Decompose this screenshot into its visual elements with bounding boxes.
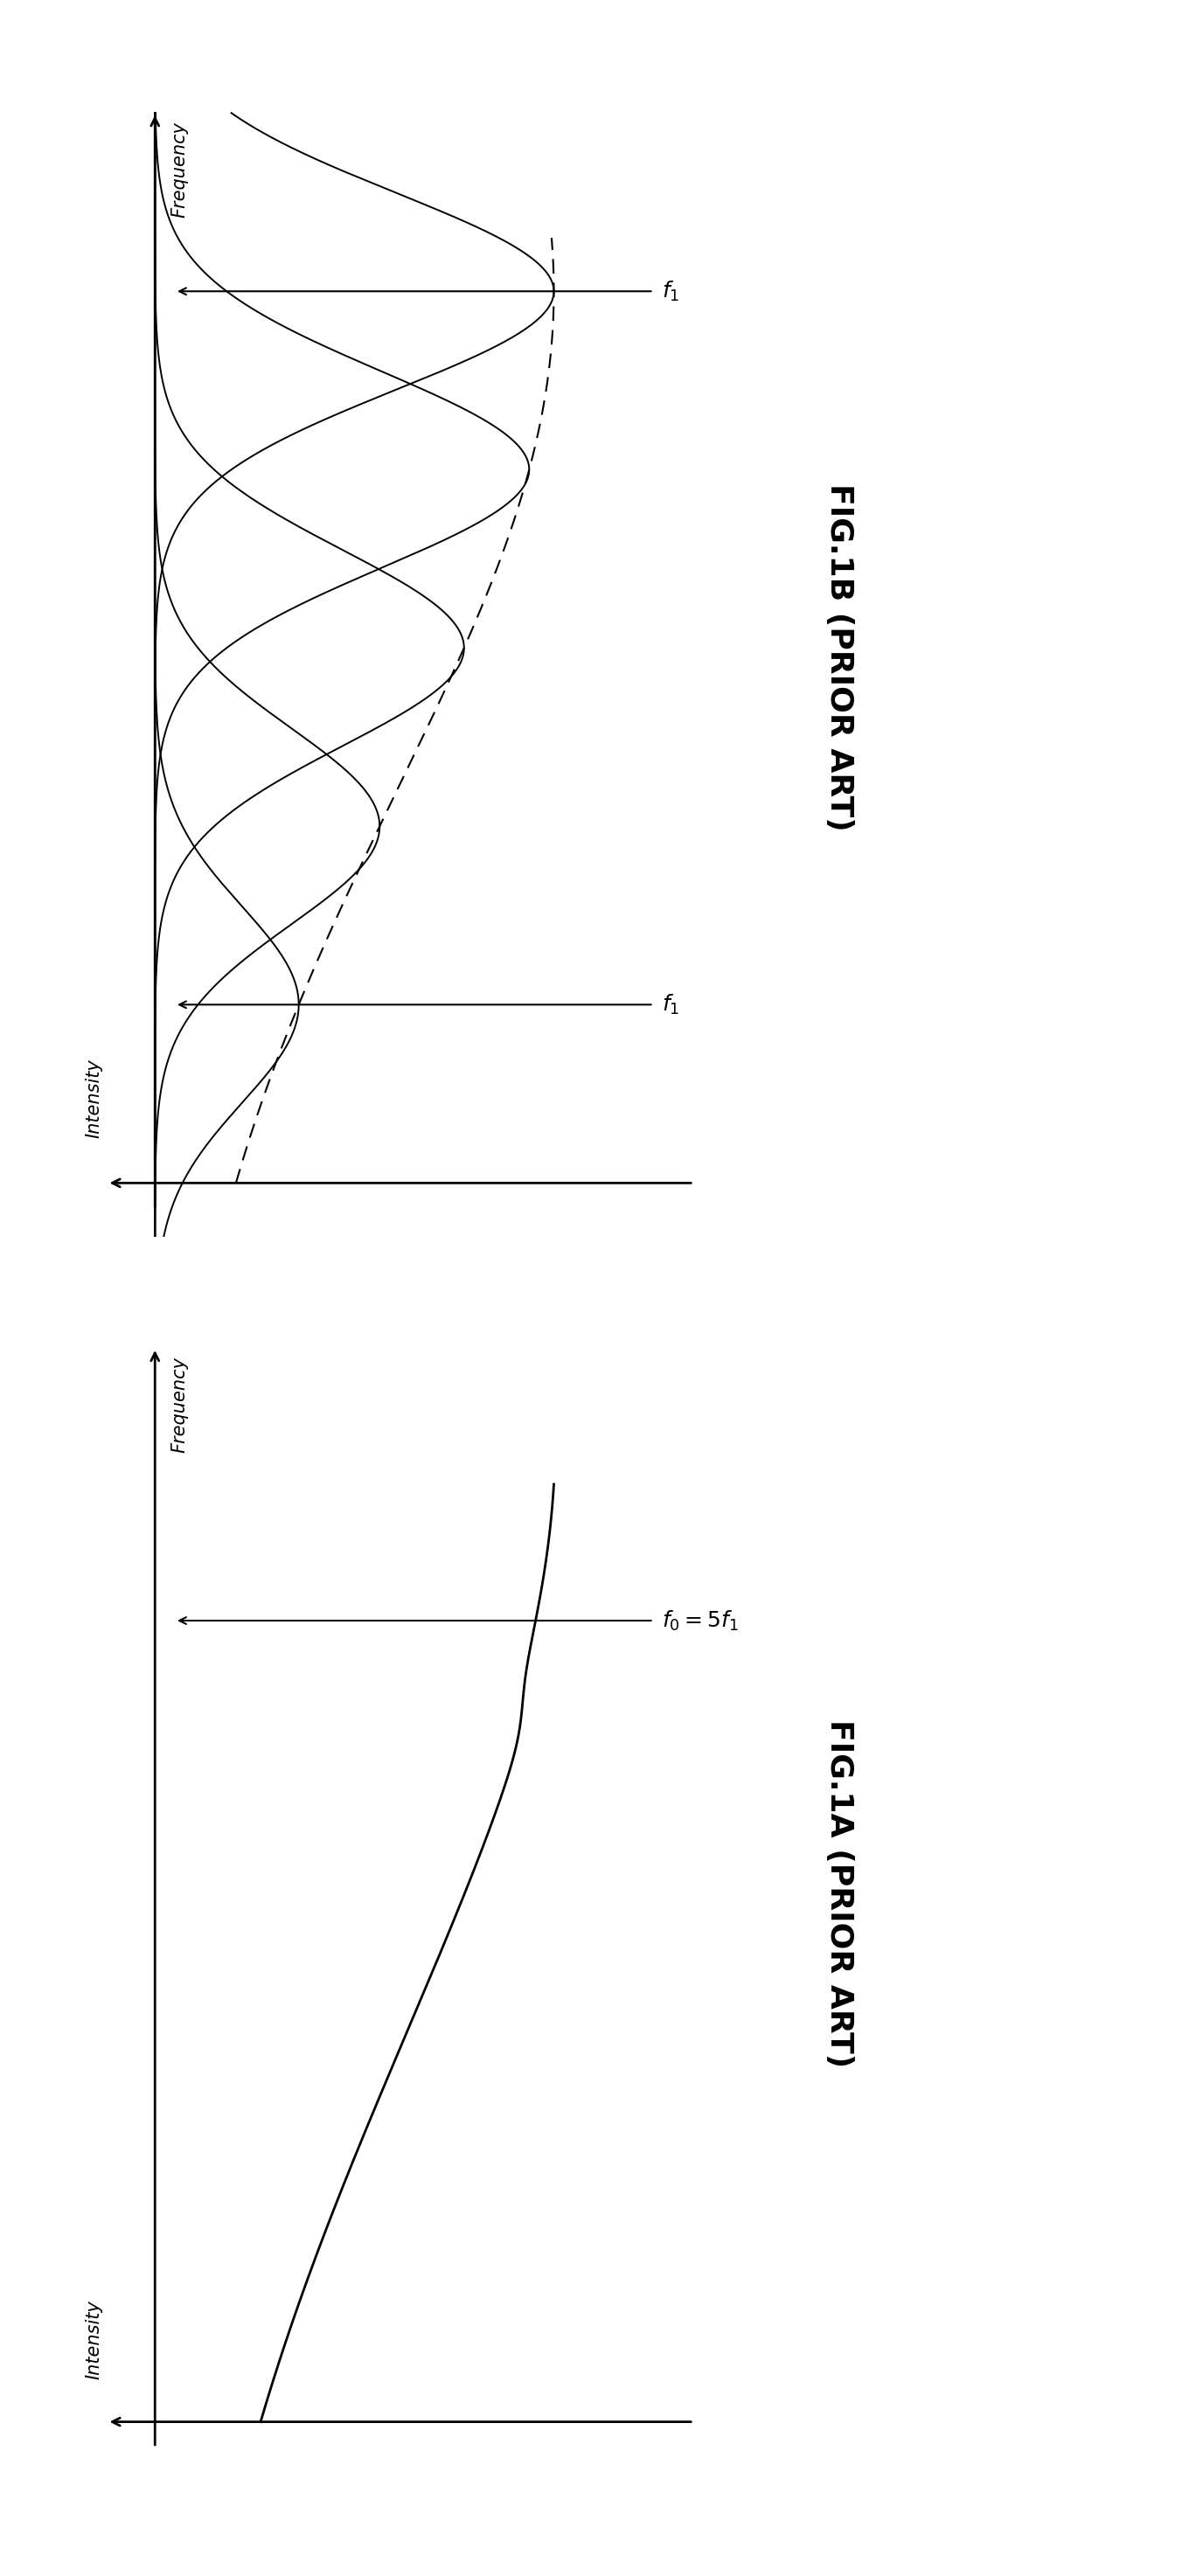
Text: $f_0=5f_1$: $f_0=5f_1$ [661,1610,738,1633]
Text: $f_1$: $f_1$ [661,278,679,304]
Text: $f_1$: $f_1$ [661,992,679,1018]
Text: Frequency: Frequency [171,121,188,219]
Text: Intensity: Intensity [86,1059,103,1139]
Text: Frequency: Frequency [171,1358,188,1453]
Text: FIG.1A (PRIOR ART): FIG.1A (PRIOR ART) [825,1718,855,2069]
Text: Intensity: Intensity [86,2300,103,2380]
Text: FIG.1B (PRIOR ART): FIG.1B (PRIOR ART) [825,484,855,829]
